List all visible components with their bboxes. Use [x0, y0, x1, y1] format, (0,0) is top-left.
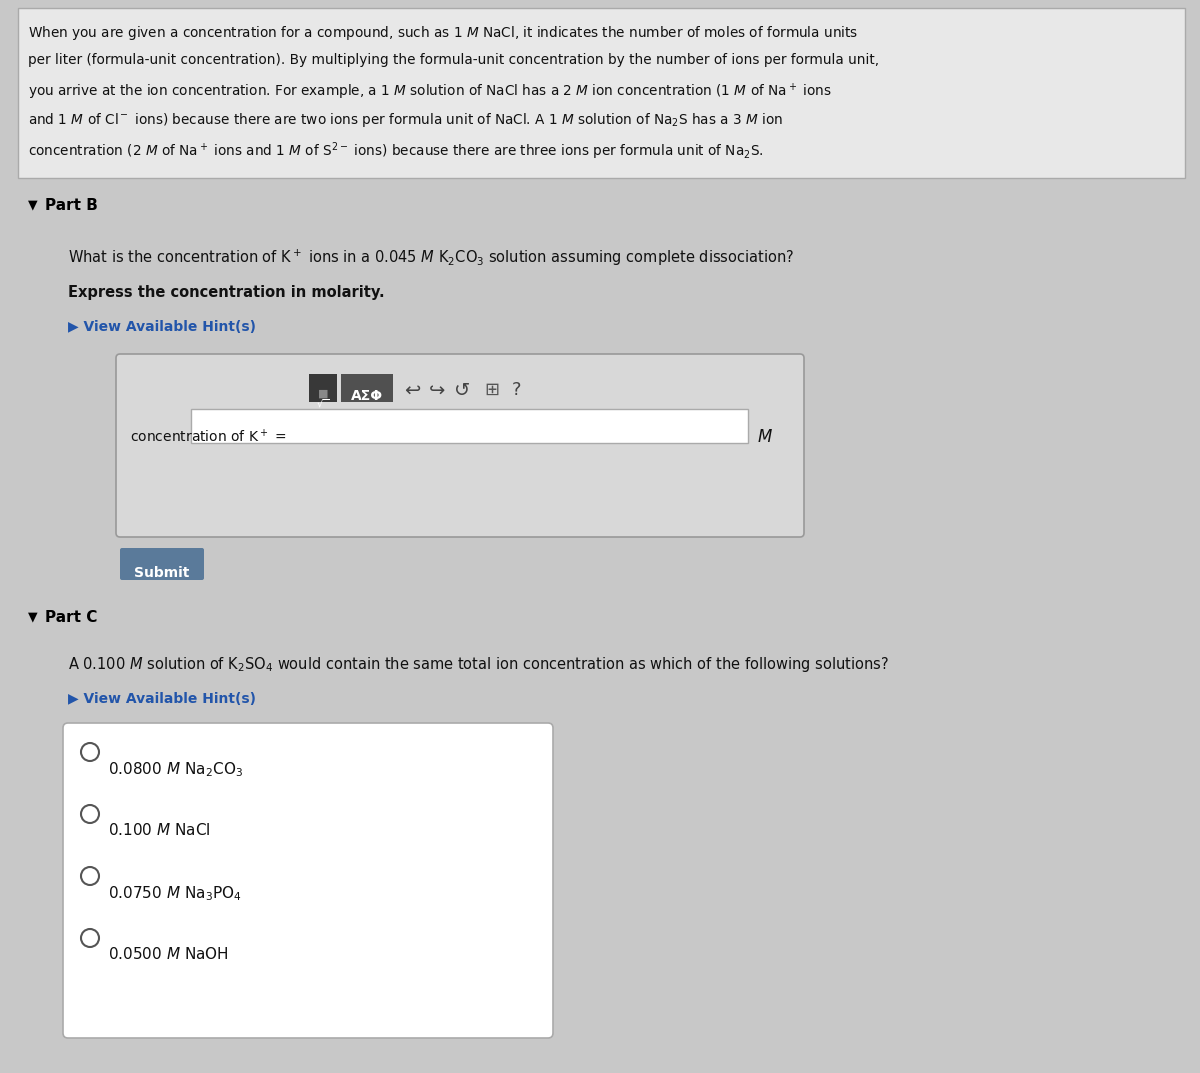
- Text: ▶ View Available Hint(s): ▶ View Available Hint(s): [68, 320, 256, 334]
- Text: $M$: $M$: [757, 428, 773, 446]
- Text: ↺: ↺: [454, 381, 470, 400]
- Text: ▶ View Available Hint(s): ▶ View Available Hint(s): [68, 692, 256, 706]
- Text: concentration of K$^+$ =: concentration of K$^+$ =: [130, 428, 287, 445]
- Circle shape: [82, 805, 98, 823]
- Text: Submit: Submit: [134, 565, 190, 580]
- Text: ■: ■: [318, 389, 329, 399]
- FancyBboxPatch shape: [310, 374, 337, 402]
- Text: and 1 $M$ of Cl$^-$ ions) because there are two ions per formula unit of NaCl. A: and 1 $M$ of Cl$^-$ ions) because there …: [28, 111, 784, 129]
- Text: ΑΣΦ: ΑΣΦ: [350, 389, 383, 403]
- Text: ?: ?: [512, 381, 522, 399]
- Text: ▼: ▼: [28, 609, 37, 623]
- Text: concentration (2 $M$ of Na$^+$ ions and 1 $M$ of S$^{2-}$ ions) because there ar: concentration (2 $M$ of Na$^+$ ions and …: [28, 139, 763, 162]
- FancyBboxPatch shape: [341, 374, 394, 402]
- Text: When you are given a concentration for a compound, such as 1 $M$ NaCl, it indica: When you are given a concentration for a…: [28, 24, 858, 42]
- Text: you arrive at the ion concentration. For example, a 1 $M$ solution of NaCl has a: you arrive at the ion concentration. For…: [28, 82, 832, 102]
- Text: 0.0500 $M$ NaOH: 0.0500 $M$ NaOH: [108, 946, 229, 962]
- Circle shape: [82, 867, 98, 885]
- Text: per liter (formula-unit concentration). By multiplying the formula-unit concentr: per liter (formula-unit concentration). …: [28, 53, 880, 67]
- Text: 0.100 $M$ NaCl: 0.100 $M$ NaCl: [108, 822, 211, 838]
- Text: What is the concentration of K$^+$ ions in a 0.045 $M$ K$_2$CO$_3$ solution assu: What is the concentration of K$^+$ ions …: [68, 248, 794, 268]
- FancyBboxPatch shape: [191, 409, 748, 443]
- Circle shape: [82, 929, 98, 947]
- FancyBboxPatch shape: [64, 723, 553, 1038]
- Text: ⊞: ⊞: [484, 381, 499, 399]
- Text: ↩: ↩: [404, 381, 420, 400]
- Circle shape: [82, 743, 98, 761]
- Text: ▼: ▼: [28, 199, 37, 211]
- Text: Express the concentration in molarity.: Express the concentration in molarity.: [68, 285, 385, 300]
- Text: 0.0800 $M$ Na$_2$CO$_3$: 0.0800 $M$ Na$_2$CO$_3$: [108, 760, 244, 779]
- FancyBboxPatch shape: [18, 8, 1186, 178]
- Text: ↪: ↪: [430, 381, 445, 400]
- Text: Part B: Part B: [46, 199, 98, 214]
- FancyBboxPatch shape: [116, 354, 804, 536]
- Text: Part C: Part C: [46, 609, 97, 624]
- Text: A 0.100 $M$ solution of K$_2$SO$_4$ would contain the same total ion concentrati: A 0.100 $M$ solution of K$_2$SO$_4$ woul…: [68, 655, 889, 674]
- FancyBboxPatch shape: [120, 548, 204, 580]
- Text: $\sqrt{\ }$: $\sqrt{\ }$: [316, 397, 330, 410]
- Text: 0.0750 $M$ Na$_3$PO$_4$: 0.0750 $M$ Na$_3$PO$_4$: [108, 884, 242, 902]
